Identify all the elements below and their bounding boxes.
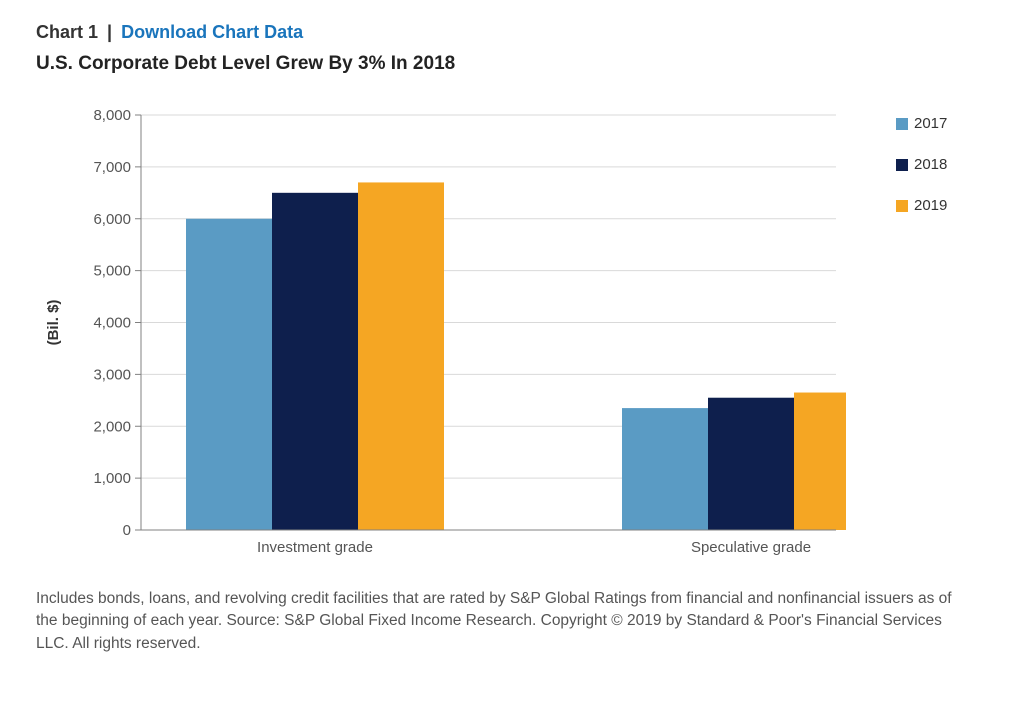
legend-label: 2017 [914, 115, 947, 132]
legend-swatch [896, 159, 908, 171]
category-label: Investment grade [257, 539, 373, 556]
category-label: Speculative grade [691, 539, 811, 556]
legend-swatch [896, 200, 908, 212]
chart-header: Chart 1 | Download Chart Data [36, 22, 998, 43]
y-axis-label: (Bil. $) [45, 300, 62, 346]
bar-chart-svg: 0 1,000 2,000 3,000 4,000 5,000 6,000 7,000 8,00… [36, 105, 846, 565]
bar [358, 182, 444, 530]
svg-text:6,000: 6,000 [93, 211, 131, 228]
chart-footnote: Includes bonds, loans, and revolving cre… [36, 588, 976, 655]
legend-item: 2017 [896, 115, 947, 132]
svg-text:2,000: 2,000 [93, 418, 131, 435]
chart-number-label: Chart 1 [36, 22, 98, 42]
download-chart-data-link[interactable]: Download Chart Data [121, 22, 303, 42]
svg-text:4,000: 4,000 [93, 315, 131, 332]
header-pipe: | [107, 22, 112, 42]
svg-text:0: 0 [123, 522, 131, 539]
legend-label: 2019 [914, 197, 947, 214]
svg-text:8,000: 8,000 [93, 107, 131, 124]
bar [186, 219, 272, 530]
chart-title: U.S. Corporate Debt Level Grew By 3% In … [36, 53, 998, 75]
bar [708, 398, 794, 530]
bar [272, 193, 358, 530]
svg-text:1,000: 1,000 [93, 470, 131, 487]
legend-label: 2018 [914, 156, 947, 173]
svg-text:7,000: 7,000 [93, 159, 131, 176]
svg-text:5,000: 5,000 [93, 263, 131, 280]
chart-plot-area: 0 1,000 2,000 3,000 4,000 5,000 6,000 7,000 8,00… [36, 105, 846, 570]
svg-text:3,000: 3,000 [93, 366, 131, 383]
legend-item: 2019 [896, 197, 947, 214]
legend-item: 2018 [896, 156, 947, 173]
bar [794, 393, 846, 530]
chart-legend: 2017 2018 2019 [896, 115, 947, 238]
chart-container: 0 1,000 2,000 3,000 4,000 5,000 6,000 7,000 8,00… [36, 105, 998, 570]
bar [622, 408, 708, 530]
legend-swatch [896, 118, 908, 130]
